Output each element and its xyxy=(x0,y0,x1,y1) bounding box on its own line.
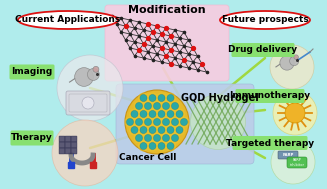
FancyBboxPatch shape xyxy=(59,142,65,148)
Circle shape xyxy=(167,111,174,118)
Circle shape xyxy=(82,97,94,109)
Circle shape xyxy=(153,102,161,109)
Text: PARP: PARP xyxy=(282,153,294,157)
Circle shape xyxy=(125,90,189,154)
Circle shape xyxy=(52,120,118,186)
Text: Modification: Modification xyxy=(128,5,206,15)
FancyBboxPatch shape xyxy=(278,151,298,159)
Circle shape xyxy=(145,119,151,125)
Circle shape xyxy=(181,119,187,125)
FancyBboxPatch shape xyxy=(116,84,254,164)
Ellipse shape xyxy=(18,11,118,29)
Text: Targeted therapy: Targeted therapy xyxy=(226,139,314,147)
Circle shape xyxy=(135,102,143,109)
Circle shape xyxy=(75,68,93,86)
FancyBboxPatch shape xyxy=(65,142,71,148)
Circle shape xyxy=(163,135,169,142)
Circle shape xyxy=(167,94,174,101)
FancyBboxPatch shape xyxy=(10,130,54,146)
FancyBboxPatch shape xyxy=(232,43,295,57)
FancyBboxPatch shape xyxy=(59,136,65,142)
FancyBboxPatch shape xyxy=(71,142,77,148)
FancyBboxPatch shape xyxy=(65,136,71,142)
Text: Immunotherapy: Immunotherapy xyxy=(230,91,311,101)
Circle shape xyxy=(87,68,99,80)
Circle shape xyxy=(280,56,294,70)
Circle shape xyxy=(270,45,314,89)
FancyBboxPatch shape xyxy=(235,89,304,103)
FancyBboxPatch shape xyxy=(66,91,110,115)
Circle shape xyxy=(290,57,299,66)
Circle shape xyxy=(149,111,156,118)
Text: Drug delivery: Drug delivery xyxy=(229,46,298,54)
Circle shape xyxy=(140,143,147,149)
FancyBboxPatch shape xyxy=(232,136,307,150)
Circle shape xyxy=(167,143,174,149)
Text: Current Applications: Current Applications xyxy=(15,15,121,25)
Circle shape xyxy=(145,102,151,109)
Circle shape xyxy=(176,126,183,133)
Circle shape xyxy=(163,119,169,125)
Circle shape xyxy=(171,135,179,142)
Circle shape xyxy=(57,55,123,121)
Circle shape xyxy=(285,103,305,123)
Circle shape xyxy=(135,119,143,125)
Circle shape xyxy=(158,143,165,149)
Circle shape xyxy=(153,119,161,125)
FancyBboxPatch shape xyxy=(71,136,77,142)
FancyBboxPatch shape xyxy=(105,5,229,81)
Circle shape xyxy=(131,126,138,133)
FancyBboxPatch shape xyxy=(65,148,71,154)
Text: GQD Hydrogel: GQD Hydrogel xyxy=(181,93,259,103)
Text: Cancer Cell: Cancer Cell xyxy=(119,153,177,162)
Circle shape xyxy=(93,66,99,72)
Circle shape xyxy=(271,140,315,184)
Circle shape xyxy=(167,126,174,133)
FancyBboxPatch shape xyxy=(9,64,55,80)
Circle shape xyxy=(171,119,179,125)
Ellipse shape xyxy=(220,11,310,29)
Circle shape xyxy=(145,135,151,142)
Circle shape xyxy=(127,119,133,125)
Circle shape xyxy=(135,135,143,142)
FancyBboxPatch shape xyxy=(71,148,77,154)
Circle shape xyxy=(158,126,165,133)
Circle shape xyxy=(140,126,147,133)
Text: Therapy: Therapy xyxy=(11,133,53,143)
FancyBboxPatch shape xyxy=(59,148,65,154)
Circle shape xyxy=(131,111,138,118)
Circle shape xyxy=(153,135,161,142)
Circle shape xyxy=(140,94,147,101)
FancyBboxPatch shape xyxy=(287,157,307,168)
Text: PARP
inhibitor: PARP inhibitor xyxy=(289,158,304,167)
Text: Imaging: Imaging xyxy=(11,67,53,77)
Circle shape xyxy=(158,94,165,101)
Ellipse shape xyxy=(191,94,246,149)
Circle shape xyxy=(149,126,156,133)
Circle shape xyxy=(158,111,165,118)
Circle shape xyxy=(176,111,183,118)
Text: Future prospects: Future prospects xyxy=(222,15,308,25)
Circle shape xyxy=(149,94,156,101)
Circle shape xyxy=(149,143,156,149)
Circle shape xyxy=(163,102,169,109)
Circle shape xyxy=(171,102,179,109)
Circle shape xyxy=(273,91,317,135)
Circle shape xyxy=(294,55,298,59)
Circle shape xyxy=(140,111,147,118)
